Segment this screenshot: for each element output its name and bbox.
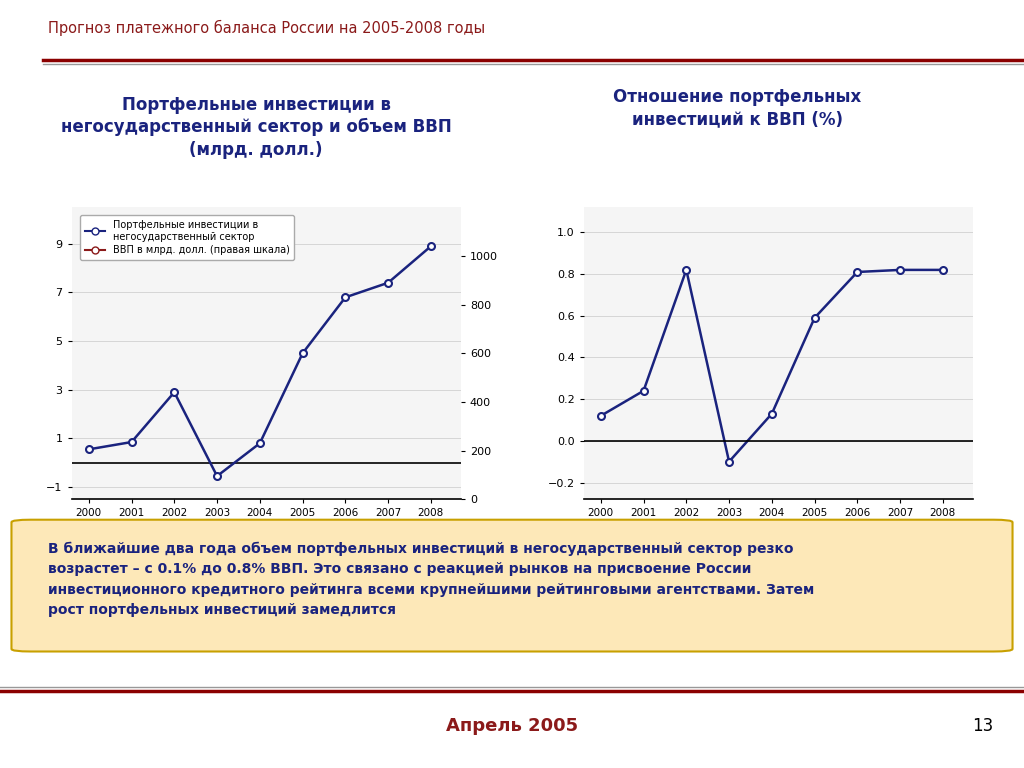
Text: Прогноз платежного баланса России на 2005-2008 годы: Прогноз платежного баланса России на 200… <box>48 20 485 37</box>
Bar <box>3 9 40 15</box>
Bar <box>3 28 40 33</box>
Text: Отношение портфельных
инвестиций к ВВП (%): Отношение портфельных инвестиций к ВВП (… <box>613 88 861 128</box>
Text: В ближайшие два года объем портфельных инвестиций в негосударственный сектор рез: В ближайшие два года объем портфельных и… <box>48 541 814 617</box>
Bar <box>3 37 40 42</box>
Legend: Портфельные инвестиции в
негосударственный сектор, ВВП в млрд. долл. (правая шка: Портфельные инвестиции в негосударственн… <box>81 215 294 260</box>
Text: 13: 13 <box>972 717 993 735</box>
FancyBboxPatch shape <box>11 520 1013 651</box>
Bar <box>3 46 40 51</box>
Text: Портфельные инвестиции в
негосударственный сектор и объем ВВП
(млрд. долл.): Портфельные инвестиции в негосударственн… <box>60 96 452 159</box>
Text: Апрель 2005: Апрель 2005 <box>445 717 579 735</box>
Bar <box>3 18 40 25</box>
